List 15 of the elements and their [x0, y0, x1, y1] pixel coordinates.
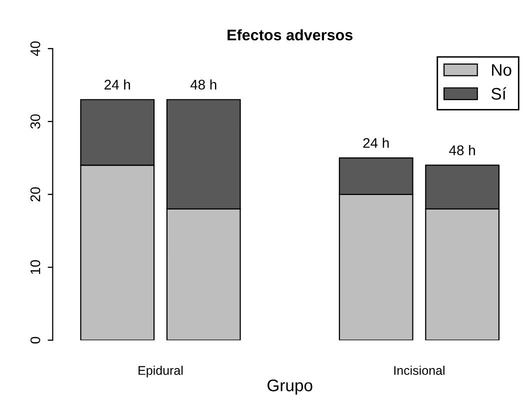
legend-label: No [492, 64, 512, 76]
y-tick-label: 30 [30, 114, 40, 129]
chart-title: Efectos adversos [228, 29, 352, 40]
legend-label: Sí [491, 87, 506, 100]
y-tick-label: 0 [30, 336, 40, 344]
y-tick-label: 10 [30, 260, 40, 274]
x-tick-label: 24 h [363, 138, 389, 148]
text: Incisional [394, 366, 444, 375]
x-axis-title: Grupo [268, 380, 312, 395]
text: Epidural [138, 366, 183, 378]
x-tick-label: 48 h [449, 145, 475, 156]
y-tick-label: 20 [30, 187, 40, 202]
x-tick-label: 24 h [104, 79, 130, 90]
y-tick-label: 40 [30, 41, 40, 56]
x-tick-label: 48 h [190, 79, 216, 90]
